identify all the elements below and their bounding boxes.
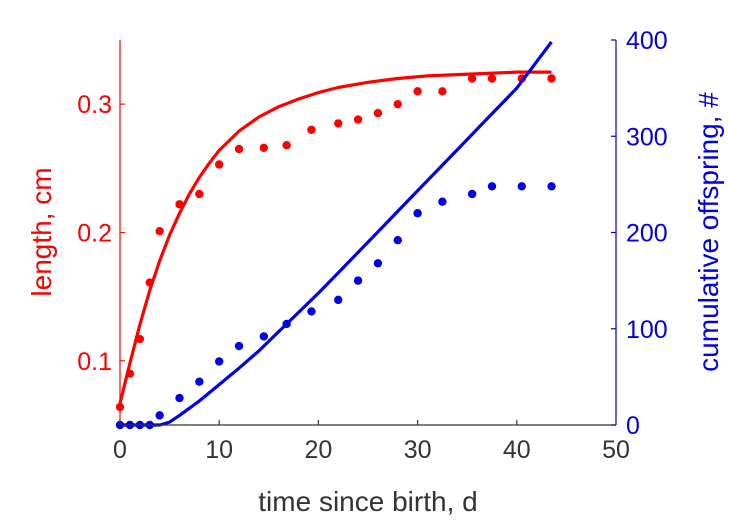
length-data-point xyxy=(467,74,477,83)
length-data-point xyxy=(215,160,224,169)
y-right-tick-label: 400 xyxy=(626,27,668,55)
length-data-point xyxy=(547,74,556,83)
y-right-tick-label: 300 xyxy=(626,123,668,151)
offspring-data-point xyxy=(195,377,204,386)
offspring-data-point xyxy=(393,236,402,245)
offspring-fit-curve xyxy=(120,40,553,427)
length-data-point xyxy=(334,119,343,128)
x-axis-label: time since birth, d xyxy=(258,486,477,517)
offspring-data-point xyxy=(334,295,343,305)
offspring-data-point xyxy=(307,307,316,316)
length-data-point xyxy=(195,189,204,199)
length-data-point xyxy=(487,74,497,83)
offspring-data-point xyxy=(487,182,497,191)
y-axis-right-label: cumulative offspring, # xyxy=(693,92,724,372)
y-right-tick-label: 100 xyxy=(626,316,668,344)
length-data-point xyxy=(155,227,164,236)
y-right-tick-label: 0 xyxy=(626,412,640,440)
x-tick-label: 20 xyxy=(304,436,332,464)
ticks-layer: 0 10 20 30 40 50 0.1 0.2 0.3 0 100 200 300 400 xyxy=(77,27,667,464)
offspring-data-point xyxy=(155,411,164,420)
offspring-data-point xyxy=(467,189,477,199)
offspring-data-point xyxy=(234,341,244,351)
x-tick-label: 10 xyxy=(205,436,233,464)
length-data-point xyxy=(393,99,402,109)
offspring-data-point xyxy=(353,276,363,285)
plot-series-layer xyxy=(115,40,556,430)
length-data-point xyxy=(259,143,269,152)
length-data-point xyxy=(373,108,383,118)
offspring-data-point xyxy=(215,357,224,366)
offspring-data-point xyxy=(413,209,422,218)
x-tick-label: 0 xyxy=(113,436,127,464)
length-data-point xyxy=(282,141,291,150)
length-data-point xyxy=(307,125,316,135)
axes-layer xyxy=(119,40,617,426)
y-left-tick-label: 0.3 xyxy=(77,91,112,119)
y-axis-left-label: length, cm xyxy=(26,167,57,296)
y-right-tick-label: 200 xyxy=(626,220,668,248)
x-tick-label: 30 xyxy=(404,436,432,464)
length-fit-curve xyxy=(118,70,552,404)
y-left-tick-label: 0.1 xyxy=(77,348,112,376)
length-data-point xyxy=(353,115,363,124)
offspring-data-point xyxy=(259,332,269,341)
length-data-point xyxy=(413,87,422,96)
length-data-point xyxy=(234,144,244,154)
offspring-data-point xyxy=(438,197,447,206)
offspring-data-point xyxy=(373,259,383,268)
y-left-tick-label: 0.2 xyxy=(77,220,112,248)
offspring-data-point xyxy=(547,182,556,191)
offspring-data-point xyxy=(175,393,184,403)
x-tick-label: 50 xyxy=(602,436,630,464)
x-tick-label: 40 xyxy=(503,436,531,464)
offspring-data-point xyxy=(517,182,526,191)
length-data-point xyxy=(438,87,447,96)
